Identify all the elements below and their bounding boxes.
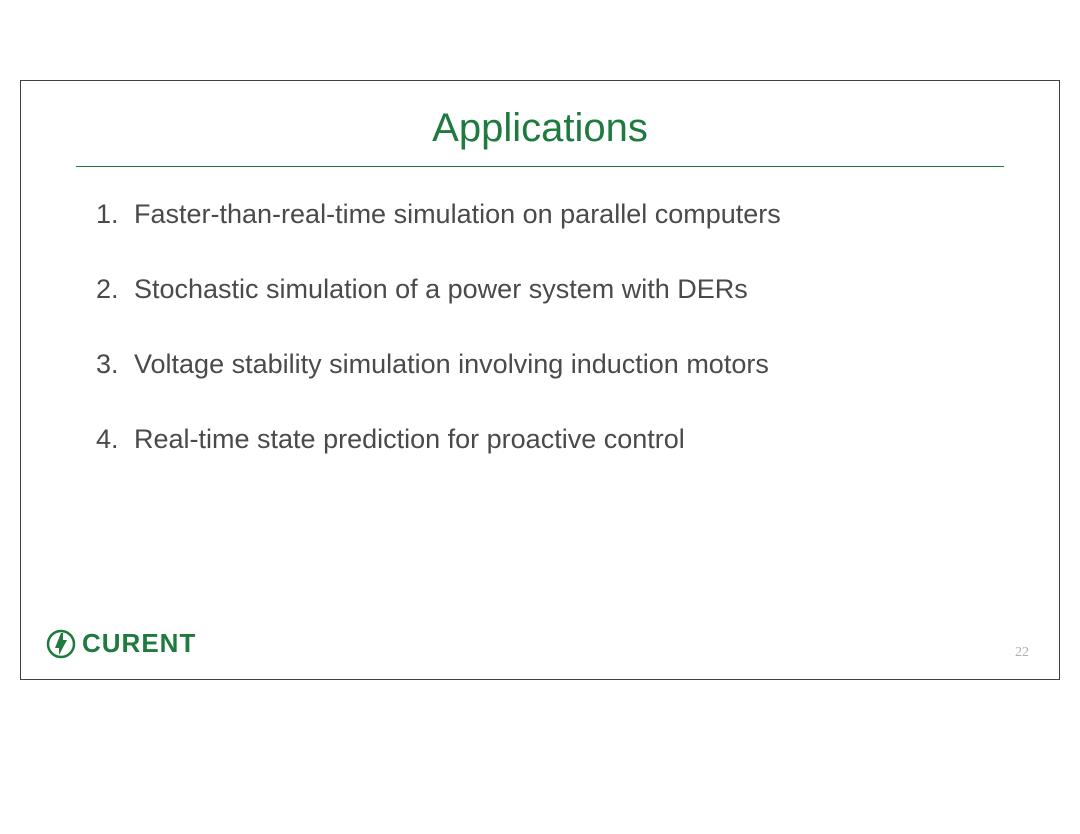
logo-mark-icon: [46, 629, 76, 659]
slide-container: Applications 1. Faster-than-real-time si…: [20, 80, 1060, 680]
item-number: 4.: [96, 422, 134, 457]
logo: CURENT: [46, 628, 196, 659]
applications-list: 1. Faster-than-real-time simulation on p…: [21, 197, 1059, 457]
item-text: Stochastic simulation of a power system …: [134, 272, 748, 307]
title-divider: [76, 166, 1004, 167]
page-number: 22: [1015, 645, 1029, 661]
item-text: Real-time state prediction for proactive…: [134, 422, 685, 457]
item-number: 1.: [96, 197, 134, 232]
list-item: 4. Real-time state prediction for proact…: [96, 422, 1004, 457]
item-text: Faster-than-real-time simulation on para…: [134, 197, 781, 232]
slide-title: Applications: [21, 106, 1059, 151]
logo-text: CURENT: [82, 628, 196, 659]
list-item: 2. Stochastic simulation of a power syst…: [96, 272, 1004, 307]
list-item: 3. Voltage stability simulation involvin…: [96, 347, 1004, 382]
item-text: Voltage stability simulation involving i…: [134, 347, 769, 382]
list-item: 1. Faster-than-real-time simulation on p…: [96, 197, 1004, 232]
item-number: 3.: [96, 347, 134, 382]
item-number: 2.: [96, 272, 134, 307]
